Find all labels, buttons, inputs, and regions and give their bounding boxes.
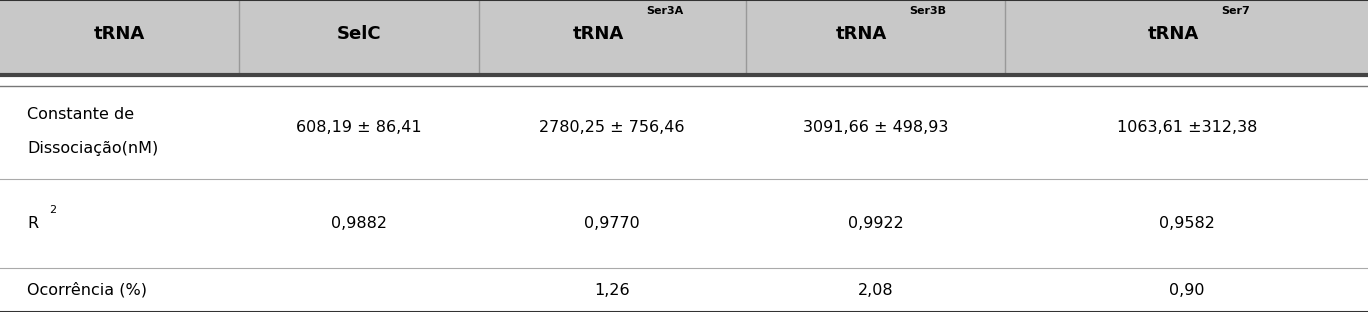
Bar (0, 0, 1368, 75)
Text: 0,9882: 0,9882 (331, 216, 387, 232)
Bar (0, 75, 1368, 312)
Text: 0,9582: 0,9582 (1159, 216, 1215, 232)
Text: 2780,25 ± 756,46: 2780,25 ± 756,46 (539, 119, 685, 135)
Text: Constante de: Constante de (27, 107, 134, 122)
Text: 1,26: 1,26 (594, 283, 631, 298)
Text: 2: 2 (49, 205, 56, 215)
Text: R: R (27, 216, 38, 232)
Text: SelC: SelC (337, 25, 382, 43)
Text: tRNA: tRNA (94, 25, 145, 43)
Text: tRNA: tRNA (836, 25, 888, 43)
Text: 3091,66 ± 498,93: 3091,66 ± 498,93 (803, 119, 948, 135)
Text: 608,19 ± 86,41: 608,19 ± 86,41 (297, 119, 421, 135)
Text: 1063,61 ±312,38: 1063,61 ±312,38 (1116, 119, 1257, 135)
Text: Ocorrência (%): Ocorrência (%) (27, 282, 148, 298)
Text: tRNA: tRNA (573, 25, 624, 43)
Text: Ser7: Ser7 (1220, 6, 1250, 16)
Text: 0,9922: 0,9922 (848, 216, 903, 232)
Text: 0,90: 0,90 (1170, 283, 1204, 298)
Text: Ser3A: Ser3A (646, 6, 684, 16)
Text: tRNA: tRNA (1148, 25, 1198, 43)
Text: Ser3B: Ser3B (910, 6, 947, 16)
Text: Dissociação(nM): Dissociação(nM) (27, 141, 159, 157)
Text: 0,9770: 0,9770 (584, 216, 640, 232)
Text: 2,08: 2,08 (858, 283, 893, 298)
